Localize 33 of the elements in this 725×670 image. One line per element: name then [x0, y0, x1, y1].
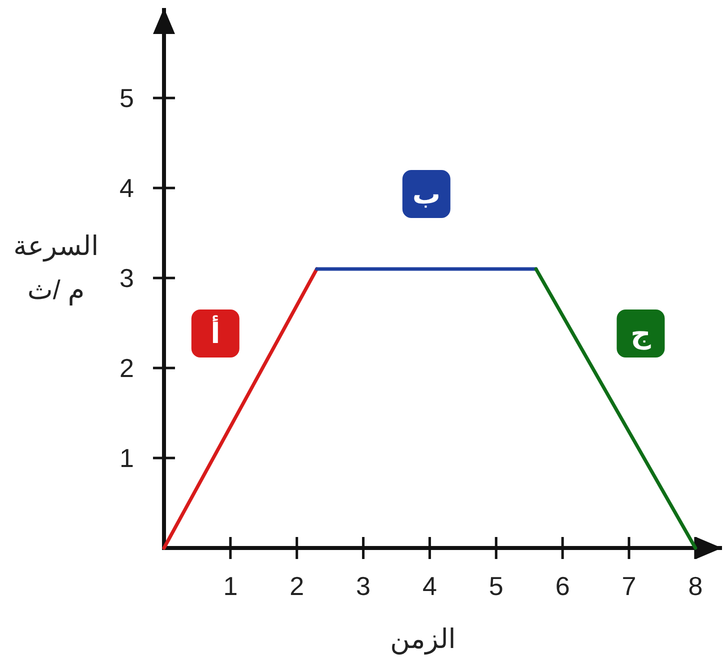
- y-tick-label: 5: [120, 83, 134, 113]
- x-tick-label: 4: [422, 571, 437, 601]
- series-label: ج: [616, 310, 665, 358]
- x-tick: 8: [688, 537, 703, 601]
- y-tick-label: 3: [120, 263, 134, 293]
- x-tick-label: 2: [290, 571, 304, 601]
- x-tick: 3: [356, 537, 371, 601]
- y-tick-label: 1: [120, 443, 134, 473]
- x-tick: 6: [555, 537, 570, 601]
- x-tick: 5: [488, 537, 504, 601]
- x-tick: 1: [223, 537, 238, 601]
- y-tick: 4: [120, 173, 175, 203]
- series-label: ب: [402, 170, 450, 218]
- x-tick: 7: [622, 537, 636, 601]
- y-tick: 2: [120, 353, 175, 383]
- x-axis-title: الزمن: [390, 624, 456, 655]
- series-label: أ: [191, 310, 240, 358]
- x-tick: 4: [422, 537, 437, 601]
- y-tick-label: 2: [120, 353, 134, 383]
- x-tick: 2: [290, 537, 304, 601]
- series-label: أ: [210, 315, 220, 349]
- x-tick-label: 1: [223, 571, 238, 601]
- y-tick-label: 4: [120, 173, 134, 203]
- y-tick: 5: [120, 83, 175, 113]
- x-tick-label: 5: [488, 571, 504, 601]
- y-axis-title: السرعة م /ث: [13, 231, 99, 306]
- x-tick-label: 7: [622, 571, 636, 601]
- x-tick-label: 6: [555, 571, 570, 601]
- x-tick-label: 8: [688, 571, 703, 601]
- y-tick: 1: [120, 443, 175, 473]
- y-tick: 3: [120, 263, 175, 293]
- x-tick-label: 3: [356, 571, 371, 601]
- series-label: ج: [630, 318, 652, 350]
